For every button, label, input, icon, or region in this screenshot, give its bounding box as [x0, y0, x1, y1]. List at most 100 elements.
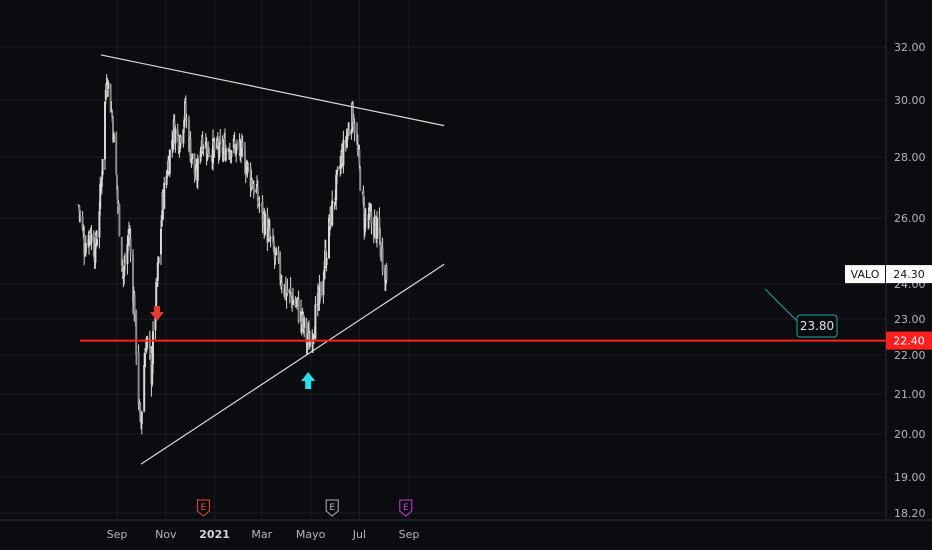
target-connector	[764, 288, 800, 324]
candle-body	[132, 254, 134, 303]
candle-body	[350, 130, 353, 135]
candle-body	[339, 165, 342, 170]
candle-body	[292, 299, 294, 305]
candle-body	[126, 244, 129, 265]
arrow-down-icon	[150, 306, 164, 321]
candle-body	[275, 248, 278, 256]
candle-body	[78, 206, 81, 213]
candle-body	[202, 146, 205, 149]
candle-body	[79, 213, 82, 215]
x-tick-label: 2021	[199, 528, 230, 541]
candle-body	[374, 215, 377, 217]
y-axis: 32.0030.0028.0026.0024.0023.0022.0021.00…	[885, 0, 926, 520]
candle-body	[247, 164, 250, 166]
y-tick-label: 26.00	[894, 212, 926, 225]
candle-body	[100, 186, 102, 188]
candle-body	[289, 287, 292, 292]
arrow-up-icon	[301, 372, 316, 389]
candle-body	[124, 262, 126, 266]
candle-body	[135, 312, 138, 355]
y-tick-label: 18.20	[894, 507, 926, 520]
candle-body	[352, 104, 354, 122]
candle-body	[152, 331, 154, 365]
candle-body	[165, 175, 168, 185]
candle-body	[120, 237, 123, 266]
candle-body	[252, 184, 255, 195]
candle-body	[267, 226, 270, 242]
x-tick-label: Mayo	[296, 528, 326, 541]
candle-body	[84, 243, 87, 254]
candle-body	[174, 128, 177, 144]
candle-body	[264, 213, 266, 235]
candle-body	[272, 238, 274, 240]
candle-body	[314, 304, 317, 339]
candle-body	[110, 109, 113, 111]
candle-body	[345, 137, 348, 146]
candle-body	[182, 129, 185, 144]
candle-body	[190, 158, 193, 164]
candle-body	[168, 149, 171, 175]
candle-body	[368, 210, 371, 214]
candle-body	[112, 133, 115, 143]
candle-body	[233, 140, 236, 145]
candle-body	[115, 135, 118, 175]
candle-body	[100, 177, 103, 187]
candle-body	[280, 282, 283, 287]
candle-body	[328, 218, 330, 259]
candle-body	[323, 269, 326, 279]
candle-body	[376, 217, 378, 239]
candle-body	[123, 265, 126, 277]
candle-body	[116, 174, 118, 191]
candle-body	[240, 139, 242, 157]
candle-body	[94, 237, 97, 263]
target-label: 23.80	[800, 319, 834, 333]
target-box	[796, 314, 838, 338]
candle-body	[155, 281, 158, 315]
candle-body	[272, 240, 275, 252]
candle-body	[286, 289, 289, 294]
candle-body	[107, 81, 110, 89]
x-tick-label: Sep	[107, 528, 128, 541]
candle-body	[109, 84, 112, 113]
candle-body	[378, 217, 381, 239]
candle-body	[177, 135, 180, 151]
candle-body	[180, 137, 182, 143]
candle-body	[320, 282, 322, 297]
candle-body	[83, 236, 86, 255]
last-price-tag	[886, 265, 932, 284]
candle-body	[240, 136, 243, 142]
candle-body	[129, 238, 132, 254]
candle-body	[137, 352, 140, 405]
x-tick-label: Mar	[251, 528, 272, 541]
grid	[0, 0, 886, 520]
candle-body	[213, 143, 216, 151]
y-tick-label: 30.00	[894, 94, 926, 107]
candle-body	[92, 235, 95, 257]
candle-body	[268, 229, 271, 239]
candle-body	[185, 118, 188, 120]
candle-body	[222, 147, 225, 155]
candle-body	[312, 335, 314, 342]
candle-body	[154, 315, 157, 331]
earnings-marker-icon	[196, 499, 210, 517]
candle-body	[269, 237, 272, 239]
support-price-tag	[886, 331, 932, 350]
candle-body	[381, 247, 384, 271]
candle-body	[207, 141, 210, 154]
candle-body	[257, 199, 260, 205]
candle-body	[308, 339, 311, 347]
candle-body	[143, 364, 146, 412]
candle-body	[196, 158, 199, 181]
candle-body	[90, 233, 93, 243]
candle-body	[322, 280, 325, 296]
candle-body	[305, 321, 308, 344]
candles	[77, 74, 388, 435]
candle-body	[245, 166, 248, 175]
candle-body	[200, 147, 202, 157]
candle-body	[191, 153, 194, 160]
candle-body	[297, 299, 300, 323]
candle-body	[290, 293, 293, 298]
candle-body	[241, 142, 244, 149]
